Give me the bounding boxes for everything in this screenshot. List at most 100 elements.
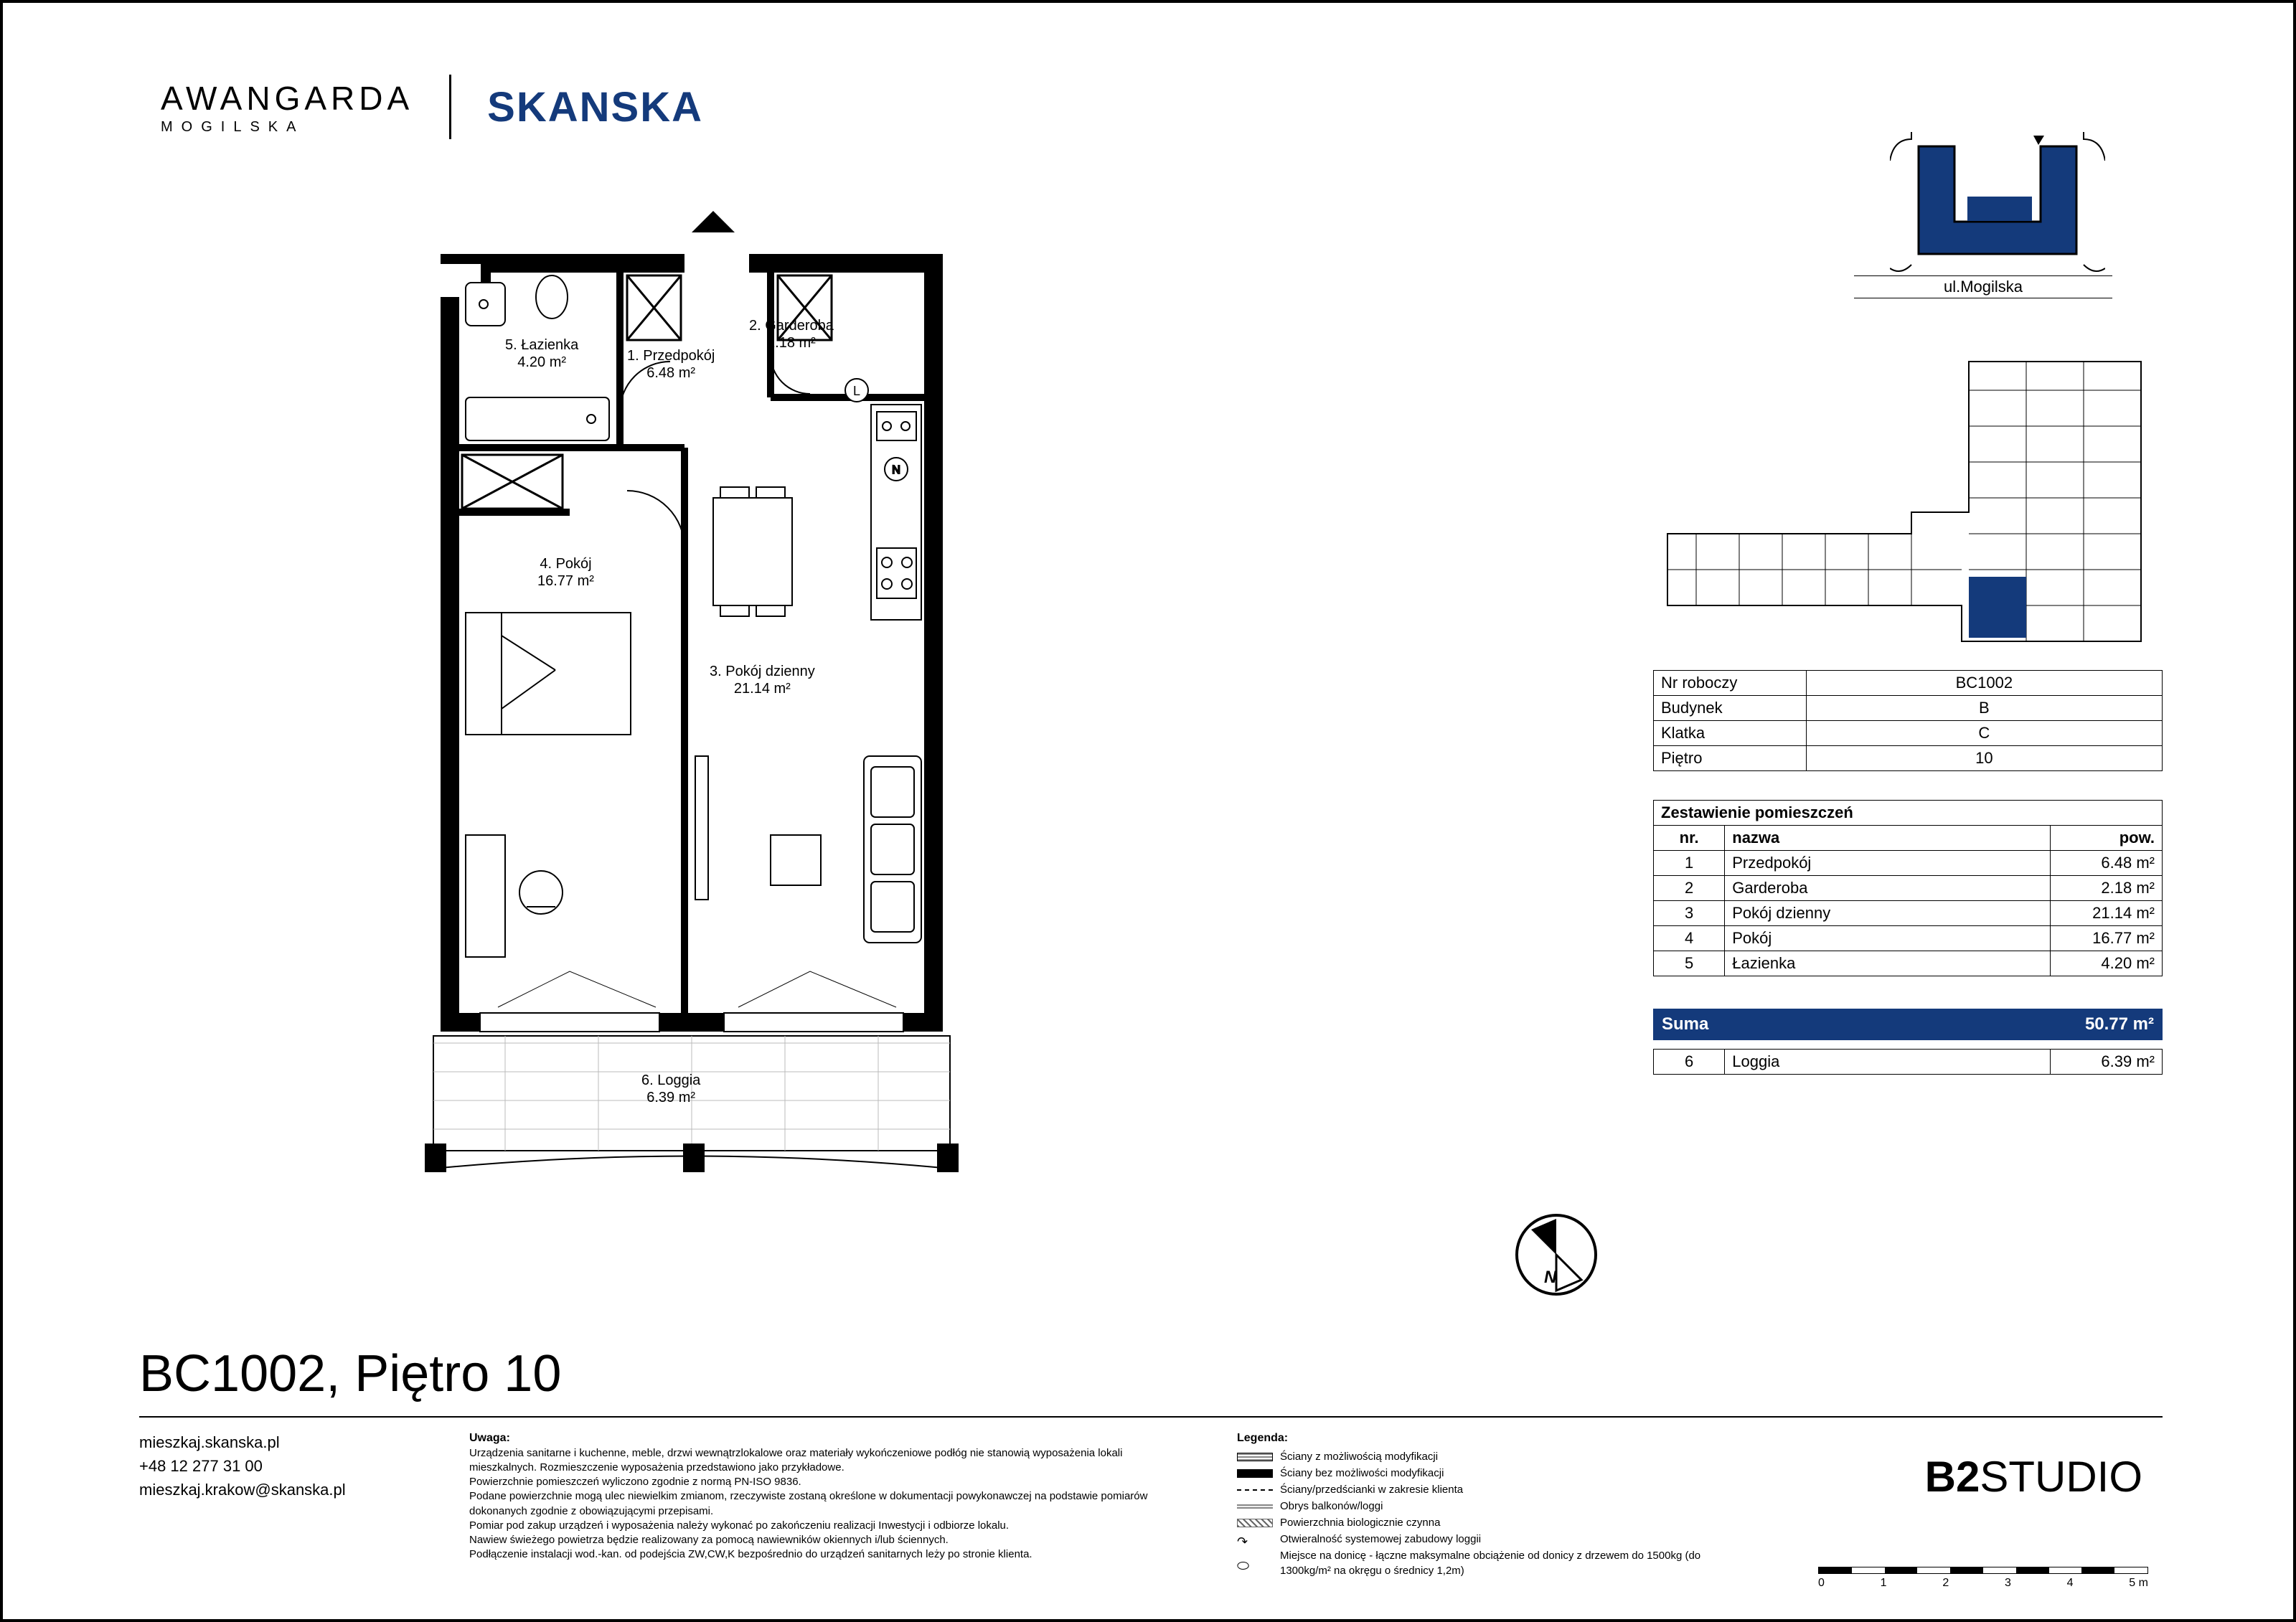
info-label: Nr roboczy [1654, 671, 1807, 696]
room-nr: 2 [1654, 876, 1725, 901]
sum-value: 50.77 m² [2085, 1014, 2154, 1034]
room-name: Pokój dzienny [1725, 901, 2051, 926]
contact-email: mieszkaj.krakow@skanska.pl [139, 1478, 346, 1501]
svg-text:L: L [853, 384, 860, 398]
rooms-title: Zestawienie pomieszczeń [1654, 801, 2163, 826]
contact-phone: +48 12 277 31 00 [139, 1454, 346, 1478]
studio-logo: B2STUDIO [1925, 1452, 2142, 1501]
logo-awangarda-line1: AWANGARDA [161, 79, 413, 118]
room-name: Pokój [1725, 926, 2051, 951]
plan-label-lazienka: 5. Łazienka4.20 m² [505, 336, 578, 371]
col-nr: nr. [1654, 826, 1725, 851]
notes-line: Podane powierzchnie mogą ulec niewielkim… [469, 1489, 1187, 1519]
floor-key-plan [1653, 347, 2163, 649]
header-logos: AWANGARDA MOGILSKA SKANSKA [161, 75, 703, 139]
plan-label-garderoba: 2. Garderoba2.18 m² [749, 317, 834, 352]
legend-title: Legenda: [1237, 1430, 1754, 1446]
street-label: ul.Mogilska [1854, 275, 2112, 298]
extra-area: 6.39 m² [2051, 1050, 2163, 1075]
room-area: 21.14 m² [2051, 901, 2163, 926]
legend-item: Ściany z możliwością modyfikacji [1280, 1449, 1438, 1464]
room-nr: 4 [1654, 926, 1725, 951]
sum-label: Suma [1662, 1014, 1708, 1034]
legend-swatch-icon [1237, 1489, 1273, 1491]
legend-swatch-icon [1237, 1504, 1273, 1509]
legend-item: Miejsce na donicę - łączne maksymalne ob… [1280, 1548, 1754, 1578]
plan-label-pokoj: 4. Pokój16.77 m² [537, 555, 594, 590]
contact-url: mieszkaj.skanska.pl [139, 1430, 346, 1454]
info-label: Budynek [1654, 696, 1807, 721]
logo-skanska: SKANSKA [487, 83, 703, 131]
logo-awangarda: AWANGARDA MOGILSKA [161, 79, 413, 136]
room-area: 2.18 m² [2051, 876, 2163, 901]
room-name: Łazienka [1725, 951, 2051, 976]
extra-table: 6 Loggia 6.39 m² [1653, 1049, 2163, 1075]
svg-text:N: N [1544, 1268, 1557, 1287]
floor-plan: N L [412, 211, 971, 1201]
legend-swatch-icon [1237, 1469, 1273, 1478]
room-area: 4.20 m² [2051, 951, 2163, 976]
plan-label-dzienny: 3. Pokój dzienny21.14 m² [710, 663, 815, 697]
scale-tick: 1 [1881, 1577, 1887, 1590]
page: AWANGARDA MOGILSKA SKANSKA [0, 0, 2296, 1622]
scale-tick: 0 [1818, 1577, 1825, 1590]
legend-swatch-icon [1237, 1453, 1273, 1461]
scale-tick: 2 [1942, 1577, 1949, 1590]
site-outline-icon [1890, 132, 2105, 290]
legend-item: Otwieralność systemowej zabudowy loggii [1280, 1532, 1481, 1547]
logo-separator [449, 75, 451, 139]
studio-rest: STUDIO [1980, 1453, 2142, 1501]
logo-awangarda-line2: MOGILSKA [161, 119, 413, 136]
legend-item: Ściany bez możliwości modyfikacji [1280, 1466, 1444, 1481]
info-label: Klatka [1654, 721, 1807, 746]
plan-label-loggia: 6. Loggia6.39 m² [641, 1072, 700, 1106]
notes-title: Uwaga: [469, 1430, 1187, 1446]
info-value: B [1806, 696, 2162, 721]
notes-block: Uwaga: Urządzenia sanitarne i kuchenne, … [469, 1430, 1187, 1562]
extra-nr: 6 [1654, 1050, 1725, 1075]
compass-icon: N [1510, 1208, 1603, 1301]
info-value: C [1806, 721, 2162, 746]
legend-item: Obrys balkonów/loggi [1280, 1499, 1383, 1514]
room-area: 16.77 m² [2051, 926, 2163, 951]
plan-label-przedpokoj: 1. Przedpokój6.48 m² [627, 347, 715, 382]
info-value: BC1002 [1806, 671, 2162, 696]
legend-item: Ściany/przedścianki w zakresie klienta [1280, 1482, 1463, 1497]
contact-block: mieszkaj.skanska.pl +48 12 277 31 00 mie… [139, 1430, 346, 1501]
notes-line: Pomiar pod zakup urządzeń i wyposażenia … [469, 1519, 1187, 1533]
legend-swatch-icon: ↷ [1237, 1535, 1273, 1544]
site-map: ul.Mogilska [1653, 103, 2163, 304]
room-nr: 5 [1654, 951, 1725, 976]
col-area: pow. [2051, 826, 2163, 851]
scale-bar: 0 1 2 3 4 5 m [1818, 1567, 2148, 1590]
room-nr: 1 [1654, 851, 1725, 876]
info-value: 10 [1806, 746, 2162, 771]
extra-name: Loggia [1725, 1050, 2051, 1075]
col-name: nazwa [1725, 826, 2051, 851]
rooms-table: Zestawienie pomieszczeń nr. nazwa pow. 1… [1653, 800, 2163, 976]
notes-line: Urządzenia sanitarne i kuchenne, meble, … [469, 1446, 1187, 1476]
legend-swatch-icon [1237, 1519, 1273, 1527]
room-name: Garderoba [1725, 876, 2051, 901]
legend-block: Legenda: Ściany z możliwością modyfikacj… [1237, 1430, 1754, 1580]
scale-tick: 5 m [2129, 1577, 2148, 1590]
notes-line: Podłączenie instalacji wod.-kan. od pode… [469, 1547, 1187, 1562]
scale-tick: 4 [2067, 1577, 2074, 1590]
scale-tick: 3 [2005, 1577, 2011, 1590]
notes-line: Nawiew świeżego powietrza będzie realizo… [469, 1533, 1187, 1547]
info-label: Piętro [1654, 746, 1807, 771]
footer-divider [139, 1416, 2163, 1418]
legend-item: Powierzchnia biologicznie czynna [1280, 1515, 1440, 1530]
floor-key-svg [1653, 347, 2163, 649]
room-name: Przedpokój [1725, 851, 2051, 876]
sum-bar: Suma 50.77 m² [1653, 1009, 2163, 1040]
room-area: 6.48 m² [2051, 851, 2163, 876]
studio-b: B2 [1925, 1453, 1980, 1501]
scale-bar-graphic [1818, 1567, 2148, 1574]
legend-swatch-icon: ⬭ [1237, 1559, 1273, 1567]
right-column: ul.Mogilska [1653, 103, 2163, 1075]
svg-text:N: N [892, 464, 900, 476]
room-nr: 3 [1654, 901, 1725, 926]
unit-title: BC1002, Piętro 10 [139, 1344, 561, 1403]
notes-line: Powierzchnie pomieszczeń wyliczono zgodn… [469, 1475, 1187, 1489]
